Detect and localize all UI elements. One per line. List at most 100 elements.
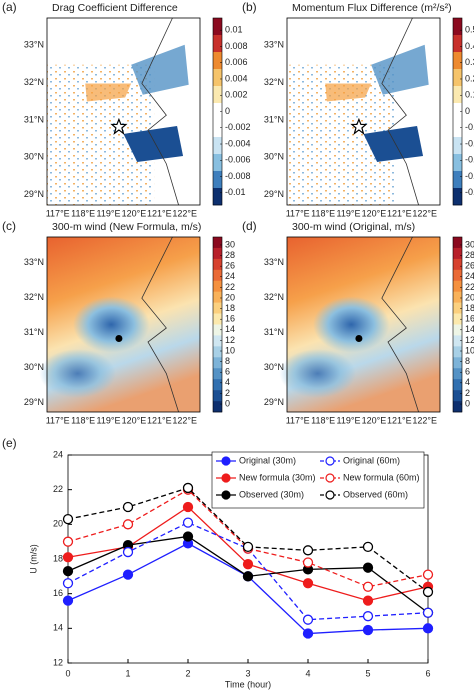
colorbar-cell (453, 368, 462, 380)
lat-label: 31°N (24, 114, 44, 124)
data-point (422, 607, 434, 618)
data-point (122, 546, 134, 558)
x-tick-label: 6 (425, 668, 430, 678)
data-point (62, 565, 74, 577)
star-marker (350, 117, 368, 136)
lat-label: 32°N (24, 77, 44, 87)
legend-label: Observed (30m) (239, 489, 304, 499)
site-marker (115, 335, 123, 342)
lon-label: 121°E (147, 415, 172, 425)
lon-label: 118°E (311, 208, 335, 218)
y-tick-label: 24 (53, 449, 63, 459)
data-point (122, 519, 134, 530)
colorbar-cell (453, 401, 462, 413)
colorbar-label: 30 (225, 239, 235, 249)
colorbar-label: 8 (225, 356, 230, 366)
lat-label: 33°N (24, 257, 44, 267)
lat-label: 29°N (24, 189, 44, 199)
colorbar-label: 20 (465, 292, 474, 302)
legend-label: New formula (60m) (343, 472, 420, 482)
data-point (302, 614, 314, 625)
lat-label: 32°N (264, 77, 284, 87)
coastline (141, 17, 179, 206)
y-axis-label: U (m/s) (28, 544, 38, 574)
star-marker (110, 117, 128, 136)
colorbar-cell (213, 357, 222, 369)
lon-label: 120°E (122, 208, 147, 218)
panel-title: Drag Coefficient Difference (52, 2, 178, 14)
data-point (422, 623, 434, 634)
series-line (67, 521, 429, 621)
colorbar-cell (213, 324, 222, 336)
data-point (362, 624, 374, 636)
colorbar-label: 0.5 (465, 25, 474, 35)
colorbar-cell (213, 154, 222, 172)
colorbar-label: -0.4 (465, 171, 474, 181)
lon-label: 122°E (172, 415, 197, 425)
lat-label: 30°N (264, 152, 284, 162)
legend-label: Observed (60m) (343, 489, 408, 499)
colorbar-cell (213, 401, 222, 413)
colorbar-cell (213, 313, 222, 325)
lon-label: 119°E (97, 415, 121, 425)
colorbar-label: -0.2 (465, 138, 474, 148)
colorbar-label: 16 (465, 314, 474, 324)
colorbar-cell (453, 35, 462, 53)
colorbar-label: 14 (465, 324, 474, 334)
colorbar-cell (453, 291, 462, 303)
colorbar-label: 0.008 (225, 41, 248, 51)
colorbar-label: 0 (465, 398, 470, 408)
panel-title: Momentum Flux Difference (m²/s²) (292, 2, 452, 14)
colorbar-label: 28 (225, 250, 235, 260)
map-patch (131, 44, 189, 95)
colorbar-cell (213, 69, 222, 87)
legend-label: Original (30m) (239, 455, 296, 465)
colorbar-cell (453, 302, 462, 314)
data-point (182, 482, 194, 494)
colorbar-cell (453, 18, 462, 36)
colorbar-label: 2 (225, 388, 230, 398)
colorbar-label: -0.1 (465, 122, 474, 132)
coastline (381, 17, 419, 206)
colorbar-label: 20 (225, 292, 235, 302)
y-tick-label: 14 (53, 623, 63, 633)
colorbar-label: 4 (225, 377, 230, 387)
colorbar-cell (453, 346, 462, 358)
x-tick-label: 3 (245, 668, 250, 678)
colorbar-cell (213, 237, 222, 249)
colorbar-label: 30 (465, 239, 474, 249)
colorbar-cell (213, 368, 222, 380)
data-point (62, 536, 74, 547)
lon-label: 119°E (97, 208, 121, 218)
y-tick-label: 16 (53, 588, 63, 598)
x-axis-label: Time (hour) (225, 679, 271, 689)
legend-label: Original (60m) (343, 455, 400, 465)
colorbar-cell (213, 258, 222, 271)
map-patch (73, 296, 150, 353)
colorbar-cell (453, 137, 462, 155)
coastline (381, 236, 419, 413)
colorbar-label: 0.006 (225, 57, 248, 67)
data-point (422, 586, 434, 598)
legend-label: New formula (30m) (239, 472, 316, 482)
colorbar-cell (453, 154, 462, 172)
data-point (422, 569, 434, 580)
map-patch (363, 125, 424, 162)
y-tick-label: 18 (53, 553, 63, 563)
lat-label: 32°N (24, 292, 44, 302)
colorbar-label: 26 (465, 261, 474, 271)
colorbar-label: 16 (225, 314, 235, 324)
data-point (122, 501, 134, 513)
colorbar-cell (213, 335, 222, 347)
data-point (122, 569, 134, 580)
lon-label: 122°E (412, 415, 437, 425)
colorbar-cell (453, 269, 462, 282)
data-point (62, 578, 74, 589)
colorbar-cell (213, 18, 222, 36)
colorbar-label: 26 (225, 261, 235, 271)
data-point (302, 578, 314, 589)
map-frame (46, 236, 201, 413)
colorbar-label: 0.01 (225, 25, 243, 35)
colorbar-label: 12 (465, 335, 474, 345)
lat-label: 29°N (24, 397, 44, 407)
